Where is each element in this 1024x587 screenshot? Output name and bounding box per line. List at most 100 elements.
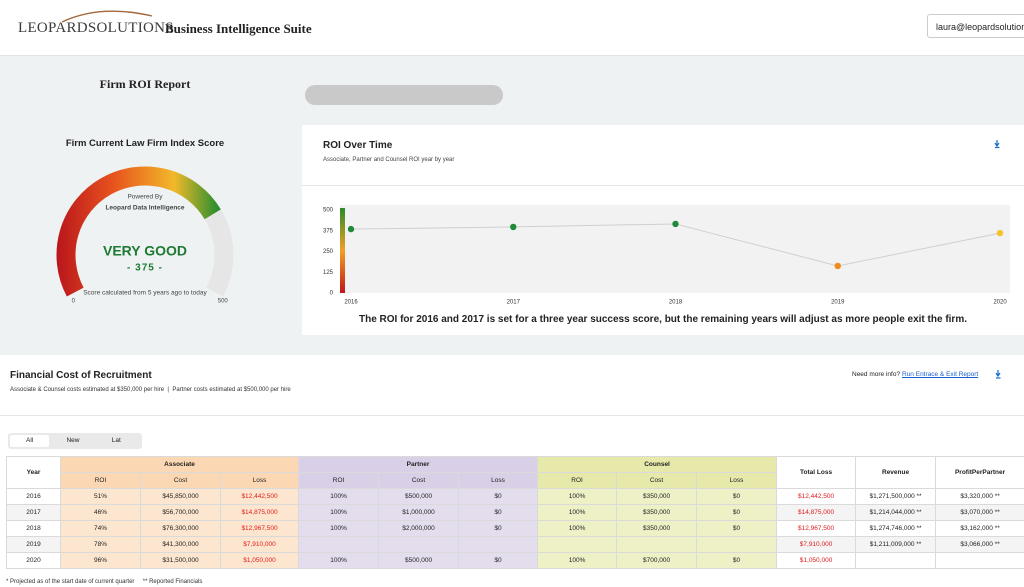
- table-cell: $1,274,746,000 **: [855, 520, 937, 537]
- table-cell: $1,050,000: [219, 552, 300, 569]
- roi-point[interactable]: [672, 220, 679, 228]
- column-header: Cost: [140, 472, 221, 489]
- table-cell: $56,700,000: [140, 504, 221, 521]
- report-link[interactable]: Run Entrace & Exit Report: [902, 371, 979, 378]
- table-cell: $700,000: [616, 552, 698, 569]
- tab[interactable]: New: [66, 437, 80, 444]
- table-cell: $14,875,000: [776, 504, 857, 521]
- x-tick-label: 2020: [993, 300, 1007, 306]
- firm-selector[interactable]: [305, 85, 503, 105]
- tab[interactable]: All: [10, 435, 50, 447]
- table-cell: [696, 536, 778, 553]
- y-tick-label: 125: [323, 270, 334, 276]
- column-header: Loss: [219, 472, 300, 489]
- group-header: Associate: [59, 456, 300, 473]
- download-icon[interactable]: [994, 140, 1000, 149]
- roi-point[interactable]: [834, 262, 841, 270]
- table-cell: $0: [696, 488, 778, 505]
- table-cell: 100%: [537, 488, 618, 505]
- table-cell: $0: [458, 552, 539, 569]
- table-cell: [378, 536, 460, 553]
- table-cell: 2017: [6, 504, 61, 521]
- gauge-caption: Powered By: [127, 194, 163, 201]
- section-title: Financial Cost of Recruitment: [10, 370, 152, 381]
- table-cell: $41,300,000: [140, 536, 221, 553]
- y-tick-label: 375: [323, 228, 334, 234]
- logo[interactable]: LEOPARDSOLUTIONS: [18, 20, 174, 36]
- column-header: Cost: [378, 472, 460, 489]
- table-cell: $3,066,000 **: [935, 536, 1024, 553]
- x-tick-label: 2019: [831, 300, 845, 306]
- table-cell: 100%: [298, 520, 380, 537]
- table-cell: [616, 536, 698, 553]
- download-icon[interactable]: [995, 370, 1003, 380]
- table-cell: $1,211,009,000 **: [855, 536, 937, 553]
- table-cell: $31,500,000: [140, 552, 221, 569]
- table-row: 2016 51% $45,850,000 $12,442,500 100% $500,00…: [6, 488, 1024, 505]
- table-cell: $7,910,000: [776, 536, 857, 553]
- table-cell: $350,000: [616, 488, 698, 505]
- y-tick-label: 0: [330, 291, 334, 297]
- logo-swoosh: [61, 10, 153, 23]
- gauge-value: [56, 166, 221, 297]
- table-cell: $12,967,500: [219, 520, 300, 537]
- gauge-caption: Leopard Data Intelligence: [105, 205, 184, 212]
- tab[interactable]: Lat: [111, 437, 121, 444]
- column-header: ROI: [537, 472, 618, 489]
- table-cell: $350,000: [616, 504, 698, 521]
- chart-subtitle: Associate, Partner and Counsel ROI year …: [323, 157, 455, 163]
- table-cell: $1,271,500,000 **: [855, 488, 937, 505]
- table-cell: $0: [458, 504, 539, 521]
- table-cell: $7,910,000: [219, 536, 300, 553]
- table-container: Year Associate Partner Counsel Total Loss Rev…: [6, 456, 1024, 569]
- column-header: ROI: [298, 472, 380, 489]
- table-row: 2019 78% $41,300,000 $7,910,000 $7,910,000 $1…: [6, 536, 1024, 553]
- header: [0, 0, 1024, 56]
- header-row: Year Associate Partner Counsel Total Loss Rev…: [6, 456, 1024, 489]
- table-cell: 100%: [537, 552, 618, 569]
- footnote: * Projected as of the start date of curr…: [6, 579, 203, 585]
- table-cell: 2016: [6, 488, 61, 505]
- table-cell: 78%: [60, 536, 141, 553]
- table-cell: 2019: [6, 536, 61, 553]
- gauge-rating: VERY GOOD: [103, 243, 187, 259]
- chart-note: The ROI for 2016 and 2017 is set for a t…: [358, 314, 967, 325]
- table-cell: $500,000: [378, 488, 460, 505]
- column-header: Cost: [616, 472, 698, 489]
- user-menu[interactable]: laura@leopardsolutions: [927, 14, 1024, 38]
- table-cell: 100%: [537, 504, 618, 521]
- column-header: Revenue: [855, 456, 937, 489]
- table-cell: $0: [696, 520, 778, 537]
- table-row: 2020 96% $31,500,000 $1,050,000 100% $500,000…: [6, 552, 1024, 569]
- gauge-max: 500: [218, 299, 229, 305]
- roi-point[interactable]: [996, 229, 1004, 237]
- x-tick-label: 2018: [669, 300, 683, 306]
- table-cell: $76,300,000: [140, 520, 221, 537]
- gauge-note: Score calculated from 5 years ago to tod…: [83, 290, 207, 297]
- table-cell: 100%: [298, 504, 380, 521]
- column-header: Loss: [458, 472, 539, 489]
- table-row: 2018 74% $76,300,000 $12,967,500 100% $2,000,…: [6, 520, 1024, 537]
- gauge-min: 0: [72, 299, 76, 305]
- table-cell: 100%: [298, 552, 380, 569]
- column-header: Total Loss: [776, 456, 857, 489]
- section-subtitle: Associate & Counsel costs estimated at $…: [10, 387, 291, 393]
- more-info: Need more info?: [852, 371, 901, 378]
- table-cell: 2020: [6, 552, 61, 569]
- data-table: Year Associate Partner Counsel Total Loss Rev…: [6, 456, 1024, 569]
- tab-bar: All New Lat: [8, 433, 142, 449]
- x-tick-label: 2017: [507, 300, 521, 306]
- column-header: ROI: [60, 472, 141, 489]
- gauge-score: - 375 -: [127, 263, 163, 274]
- roi-point[interactable]: [510, 223, 517, 231]
- table-cell: $12,442,500: [776, 488, 857, 505]
- roi-point[interactable]: [347, 225, 355, 233]
- table-cell: 51%: [60, 488, 141, 505]
- table-cell: $2,000,000: [378, 520, 460, 537]
- table-cell: 100%: [537, 520, 618, 537]
- y-tick-label: 250: [323, 249, 334, 255]
- y-tick-label: 500: [323, 208, 334, 214]
- table-cell: $1,214,044,000 **: [855, 504, 937, 521]
- table-cell: [537, 536, 618, 553]
